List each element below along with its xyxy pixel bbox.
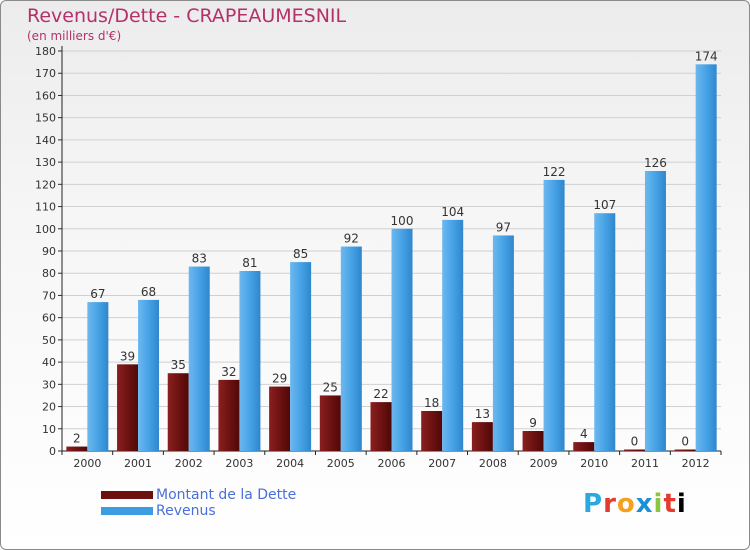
bar-dette [117, 364, 139, 451]
bar-dette [522, 431, 544, 451]
data-label-dette: 25 [323, 380, 338, 394]
bar-revenus [543, 179, 565, 451]
y-tick-label: 30 [42, 378, 56, 391]
legend-item-revenus: Revenus [101, 503, 296, 519]
data-label-dette: 0 [631, 435, 639, 449]
y-tick-label: 40 [42, 356, 56, 369]
data-label-revenus: 81 [242, 256, 257, 270]
data-label-revenus: 97 [496, 220, 511, 234]
bar-revenus [594, 213, 616, 451]
bar-dette [573, 442, 595, 451]
data-label-revenus: 68 [141, 285, 156, 299]
x-tick-label: 2006 [378, 457, 406, 470]
x-tick-label: 2010 [580, 457, 608, 470]
data-label-revenus: 174 [695, 49, 718, 63]
legend-swatch-revenus [101, 507, 153, 515]
y-tick-label: 10 [42, 423, 56, 436]
data-label-dette: 39 [120, 349, 135, 363]
x-tick-label: 2007 [428, 457, 456, 470]
y-tick-label: 0 [49, 445, 56, 458]
bar-revenus [695, 64, 717, 452]
data-label-revenus: 107 [593, 198, 616, 212]
bar-dette [66, 446, 88, 451]
bar-revenus [492, 235, 514, 451]
data-label-revenus: 67 [90, 287, 105, 301]
data-label-revenus: 104 [441, 205, 464, 219]
data-label-dette: 2 [73, 432, 81, 446]
bar-revenus [239, 271, 261, 451]
y-tick-label: 80 [42, 267, 56, 280]
bar-revenus [138, 299, 160, 451]
data-label-dette: 13 [475, 407, 490, 421]
bar-dette [471, 422, 493, 451]
y-tick-label: 100 [35, 223, 56, 236]
bar-revenus [290, 262, 312, 451]
legend-swatch-dette [101, 491, 153, 499]
y-tick-label: 140 [35, 134, 56, 147]
bar-dette [269, 386, 291, 451]
bar-revenus [188, 266, 210, 451]
x-tick-label: 2005 [327, 457, 355, 470]
x-tick-label: 2009 [530, 457, 558, 470]
y-tick-label: 160 [35, 89, 56, 102]
chart-title: Revenus/Dette - CRAPEAUMESNIL [27, 5, 347, 27]
y-tick-label: 180 [35, 45, 56, 58]
bar-revenus [442, 219, 464, 451]
x-tick-label: 2012 [682, 457, 710, 470]
bar-revenus [644, 171, 666, 451]
bar-dette [218, 379, 240, 451]
y-tick-label: 150 [35, 112, 56, 125]
proxiti-logo: Proxiti [583, 489, 687, 519]
x-tick-label: 2001 [124, 457, 152, 470]
bar-dette [623, 449, 645, 451]
y-tick-label: 170 [35, 67, 56, 80]
x-tick-label: 2003 [225, 457, 253, 470]
data-label-revenus: 122 [543, 165, 566, 179]
data-label-dette: 35 [171, 358, 186, 372]
bar-revenus [340, 246, 362, 451]
bar-dette [167, 373, 189, 451]
legend-item-dette: Montant de la Dette [101, 487, 296, 503]
y-tick-label: 50 [42, 334, 56, 347]
data-label-dette: 4 [580, 427, 588, 441]
data-label-dette: 32 [221, 365, 236, 379]
y-tick-label: 110 [35, 201, 56, 214]
y-tick-label: 60 [42, 312, 56, 325]
chart-subtitle: (en milliers d'€) [27, 29, 122, 43]
data-label-revenus: 92 [344, 232, 359, 246]
bar-revenus [391, 228, 413, 451]
bar-dette [370, 402, 392, 451]
data-label-dette: 18 [424, 396, 439, 410]
data-label-dette: 22 [373, 387, 388, 401]
y-tick-label: 120 [35, 178, 56, 191]
bar-dette [674, 449, 696, 451]
x-tick-label: 2008 [479, 457, 507, 470]
data-label-revenus: 100 [391, 214, 414, 228]
bar-dette [319, 395, 341, 451]
data-label-revenus: 85 [293, 247, 308, 261]
y-tick-label: 90 [42, 245, 56, 258]
data-label-revenus: 126 [644, 156, 667, 170]
x-tick-label: 2004 [276, 457, 304, 470]
y-tick-label: 20 [42, 401, 56, 414]
legend-label-dette: Montant de la Dette [156, 487, 297, 503]
legend: Montant de la Dette Revenus [101, 487, 296, 519]
data-label-dette: 29 [272, 372, 287, 386]
bar-dette [421, 411, 443, 451]
y-tick-label: 130 [35, 156, 56, 169]
data-label-revenus: 83 [192, 252, 207, 266]
x-tick-label: 2002 [175, 457, 203, 470]
x-tick-label: 2011 [631, 457, 659, 470]
bar-revenus [87, 302, 109, 451]
data-label-dette: 0 [681, 435, 689, 449]
legend-label-revenus: Revenus [156, 503, 216, 519]
data-label-dette: 9 [529, 416, 537, 430]
y-tick-label: 70 [42, 289, 56, 302]
x-tick-label: 2000 [73, 457, 101, 470]
